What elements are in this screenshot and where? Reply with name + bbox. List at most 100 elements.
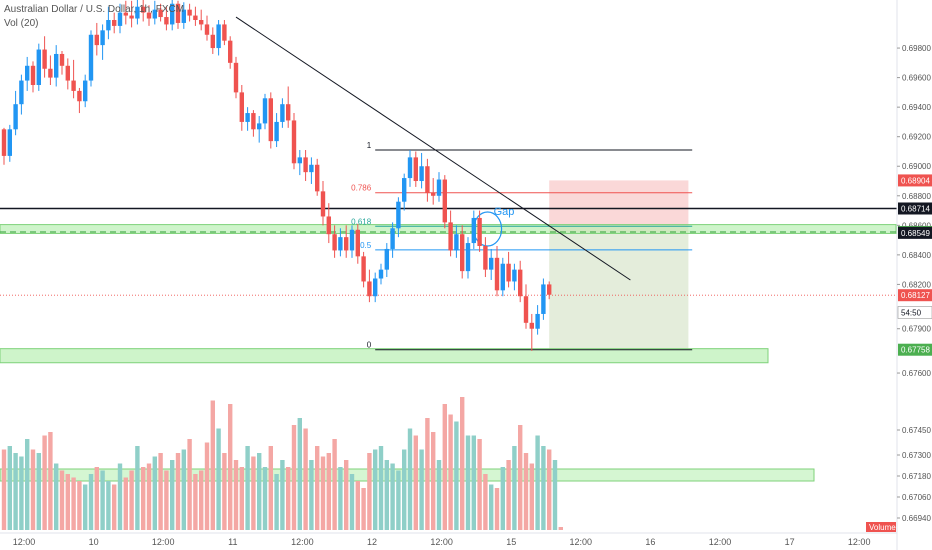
volume-bar xyxy=(361,488,366,530)
candle-body xyxy=(245,113,250,122)
price-tick-label: 0.68400 xyxy=(902,251,931,260)
candle-body xyxy=(303,157,308,173)
volume-bar xyxy=(460,397,465,530)
volume-bar xyxy=(541,446,546,530)
candle-body xyxy=(390,228,395,249)
volume-bar xyxy=(396,470,401,530)
volume-bar xyxy=(210,400,215,530)
volume-bar xyxy=(204,442,210,530)
fib-level-label: 0.618 xyxy=(351,217,372,226)
price-badge xyxy=(898,226,932,239)
volume-bar xyxy=(13,453,18,530)
time-tick-label: 17 xyxy=(785,537,795,547)
price-axis: 0.69800 0.69600 0.69400 0.69200 0.69000 0.688… xyxy=(866,0,932,550)
volume-bar xyxy=(518,425,523,530)
price-tick-label: 0.67300 xyxy=(902,451,931,460)
chart-title: Australian Dollar / U.S. Dollar, 1h, FXC… xyxy=(4,4,185,15)
volume-bar xyxy=(465,435,471,530)
volume-bar xyxy=(187,439,192,530)
candle-body xyxy=(187,9,192,16)
candle-body xyxy=(59,53,65,66)
volume-bar xyxy=(123,477,128,530)
volume-bar xyxy=(112,484,117,530)
candle-body xyxy=(494,257,500,291)
volume-indicator-label: Vol (20) xyxy=(4,18,39,29)
volume-zone xyxy=(0,468,815,482)
candle-body xyxy=(512,269,517,282)
volume-bar xyxy=(106,481,111,530)
volume-bar xyxy=(338,467,343,530)
volume-bar xyxy=(170,460,175,530)
candle-body xyxy=(175,3,181,23)
price-tick-label: 0.69000 xyxy=(902,162,931,171)
price-badge-label: 0.68549 xyxy=(901,229,930,238)
candle-body xyxy=(25,65,30,81)
candle-body xyxy=(239,92,244,122)
candle-body xyxy=(320,191,326,217)
price-tick-label: 0.69600 xyxy=(902,74,931,83)
volume-bar xyxy=(164,470,169,530)
candle-body xyxy=(460,234,465,272)
candle-body xyxy=(158,9,163,18)
candle-body xyxy=(547,284,552,295)
volume-bar xyxy=(448,414,453,530)
volume-bar xyxy=(373,449,378,530)
volume-bar xyxy=(19,456,24,530)
volume-bar xyxy=(42,435,47,530)
volume-bar xyxy=(59,470,65,530)
price-tick-label: 0.69800 xyxy=(902,44,931,53)
candle-body xyxy=(129,15,134,19)
candle-body xyxy=(442,179,447,223)
volume-bar xyxy=(193,474,198,530)
volume-bar xyxy=(88,474,94,530)
volume-bar xyxy=(77,481,82,530)
candle-body xyxy=(402,178,407,202)
candle-body xyxy=(216,24,221,49)
candle-body xyxy=(344,237,349,251)
candle-body xyxy=(199,20,204,25)
volume-bars xyxy=(1,397,563,530)
volume-bar xyxy=(100,470,105,530)
candle-body xyxy=(94,34,99,46)
volume-bar xyxy=(349,474,355,530)
time-tick-label: 12:00 xyxy=(570,537,593,547)
candle-body xyxy=(523,296,529,323)
candle-body xyxy=(112,20,117,26)
candle-body xyxy=(65,65,70,81)
volume-bar xyxy=(315,446,320,530)
volume-bar xyxy=(326,453,331,530)
volume-bar xyxy=(274,474,279,530)
candle-body xyxy=(332,234,337,251)
volume-bar xyxy=(216,428,221,530)
volume-bar xyxy=(181,449,186,530)
volume-bar xyxy=(506,460,511,530)
candle-body xyxy=(233,62,239,93)
volume-bar xyxy=(355,481,360,530)
volume-bar xyxy=(552,460,558,530)
zones-layer xyxy=(0,180,897,482)
volume-bar xyxy=(257,453,262,530)
candle-body xyxy=(228,40,233,63)
candle-body xyxy=(291,120,297,164)
price-tick-label: 0.67060 xyxy=(902,493,931,502)
price-tick-label: 0.67600 xyxy=(902,369,931,378)
support-zone-lower xyxy=(0,348,769,364)
fib-level-label: 0 xyxy=(367,341,372,350)
candle-body xyxy=(396,201,401,229)
price-badge xyxy=(898,202,932,215)
volume-bar xyxy=(135,446,140,530)
gap-annotation: Gap xyxy=(494,206,515,218)
volume-bar xyxy=(320,456,326,530)
candle-body xyxy=(436,179,442,196)
volume-bar xyxy=(7,446,12,530)
candle-body xyxy=(30,65,36,85)
volume-bar xyxy=(262,467,268,530)
candle-body xyxy=(378,269,384,279)
candle-body xyxy=(367,281,372,297)
candle-body xyxy=(42,49,47,69)
price-badge xyxy=(898,289,932,302)
volume-bar xyxy=(494,488,500,530)
candle-body xyxy=(297,157,302,164)
candle-body xyxy=(500,263,505,291)
